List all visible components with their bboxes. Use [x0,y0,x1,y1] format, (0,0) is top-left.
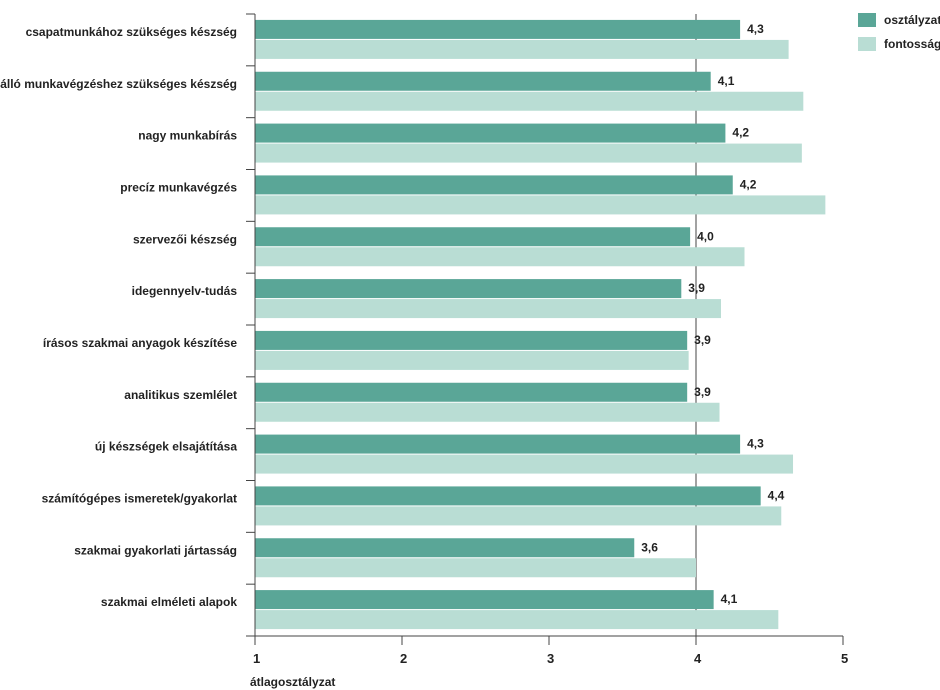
bar-fontossag [255,143,802,163]
bar-osztalyzat [255,330,688,350]
bar-osztalyzat [255,279,682,299]
x-tick-label: 1 [253,651,260,666]
data-label: 4,2 [740,177,757,191]
data-label: 3,9 [694,385,711,399]
category-label: nagy munkabírás [138,129,237,143]
category-label: precíz munkavégzés [120,180,237,194]
bar-osztalyzat [255,538,635,558]
bar-osztalyzat [255,382,688,402]
category-label: szervezői készség [133,232,237,246]
bar-fontossag [255,195,826,215]
data-label: 4,3 [747,437,764,451]
x-axis-title: átlagosztályzat [250,675,335,689]
category-label: önálló munkavégzéshez szükséges készség [0,77,237,91]
data-label: 4,1 [718,74,735,88]
bar-fontossag [255,402,720,422]
category-label: idegennyelv-tudás [132,284,238,298]
legend: osztályzat fontosság [858,13,940,51]
category-label: szakmai gyakorlati jártasság [74,543,237,557]
data-label: 4,1 [721,592,738,606]
x-tick-label: 4 [694,651,702,666]
bar-osztalyzat [255,227,691,247]
category-labels: csapatmunkához szükséges készség önálló m… [0,25,237,609]
legend-swatch [858,37,876,51]
bar-fontossag [255,558,696,578]
bar-fontossag [255,454,794,474]
x-tick-label: 2 [400,651,407,666]
bar-fontossag [255,247,745,267]
bar-fontossag [255,350,689,370]
data-label: 3,9 [694,333,711,347]
bar-fontossag [255,91,804,111]
category-label: szakmai elméleti alapok [101,595,237,609]
x-tick-label: 5 [841,651,848,666]
x-tick-label: 3 [547,651,554,666]
bar-osztalyzat [255,71,711,91]
legend-label: fontosság [884,37,940,51]
bar-osztalyzat [255,175,733,195]
bar-osztalyzat [255,434,741,454]
bar-fontossag [255,39,789,59]
bar-fontossag [255,610,779,630]
bars-group [255,19,826,630]
data-label: 3,9 [688,281,705,295]
data-label: 4,3 [747,22,764,36]
bar-osztalyzat [255,590,714,610]
data-label: 4,2 [732,126,749,140]
category-label: számítógépes ismeretek/gyakorlat [42,491,237,505]
category-label: írásos szakmai anyagok készítése [43,336,237,350]
bar-osztalyzat [255,486,761,506]
data-label: 3,6 [641,540,658,554]
data-label: 4,0 [697,229,714,243]
bar-fontossag [255,506,782,526]
data-label: 4,4 [768,488,785,502]
legend-swatch [858,13,876,27]
category-label: új készségek elsajátítása [95,440,237,454]
bar-fontossag [255,299,721,319]
category-label: analitikus szemlélet [124,388,237,402]
category-label: csapatmunkához szükséges készség [26,25,237,39]
bar-osztalyzat [255,123,726,143]
data-labels: 4,3 4,1 4,2 4,2 4,0 3,9 3,9 3,9 4,3 4,4 3,6 4,1 [641,22,784,606]
legend-label: osztályzat [884,13,940,27]
axes-group [246,13,844,645]
x-tick-labels: 1 2 3 4 5 [253,651,848,666]
bar-osztalyzat [255,19,741,39]
